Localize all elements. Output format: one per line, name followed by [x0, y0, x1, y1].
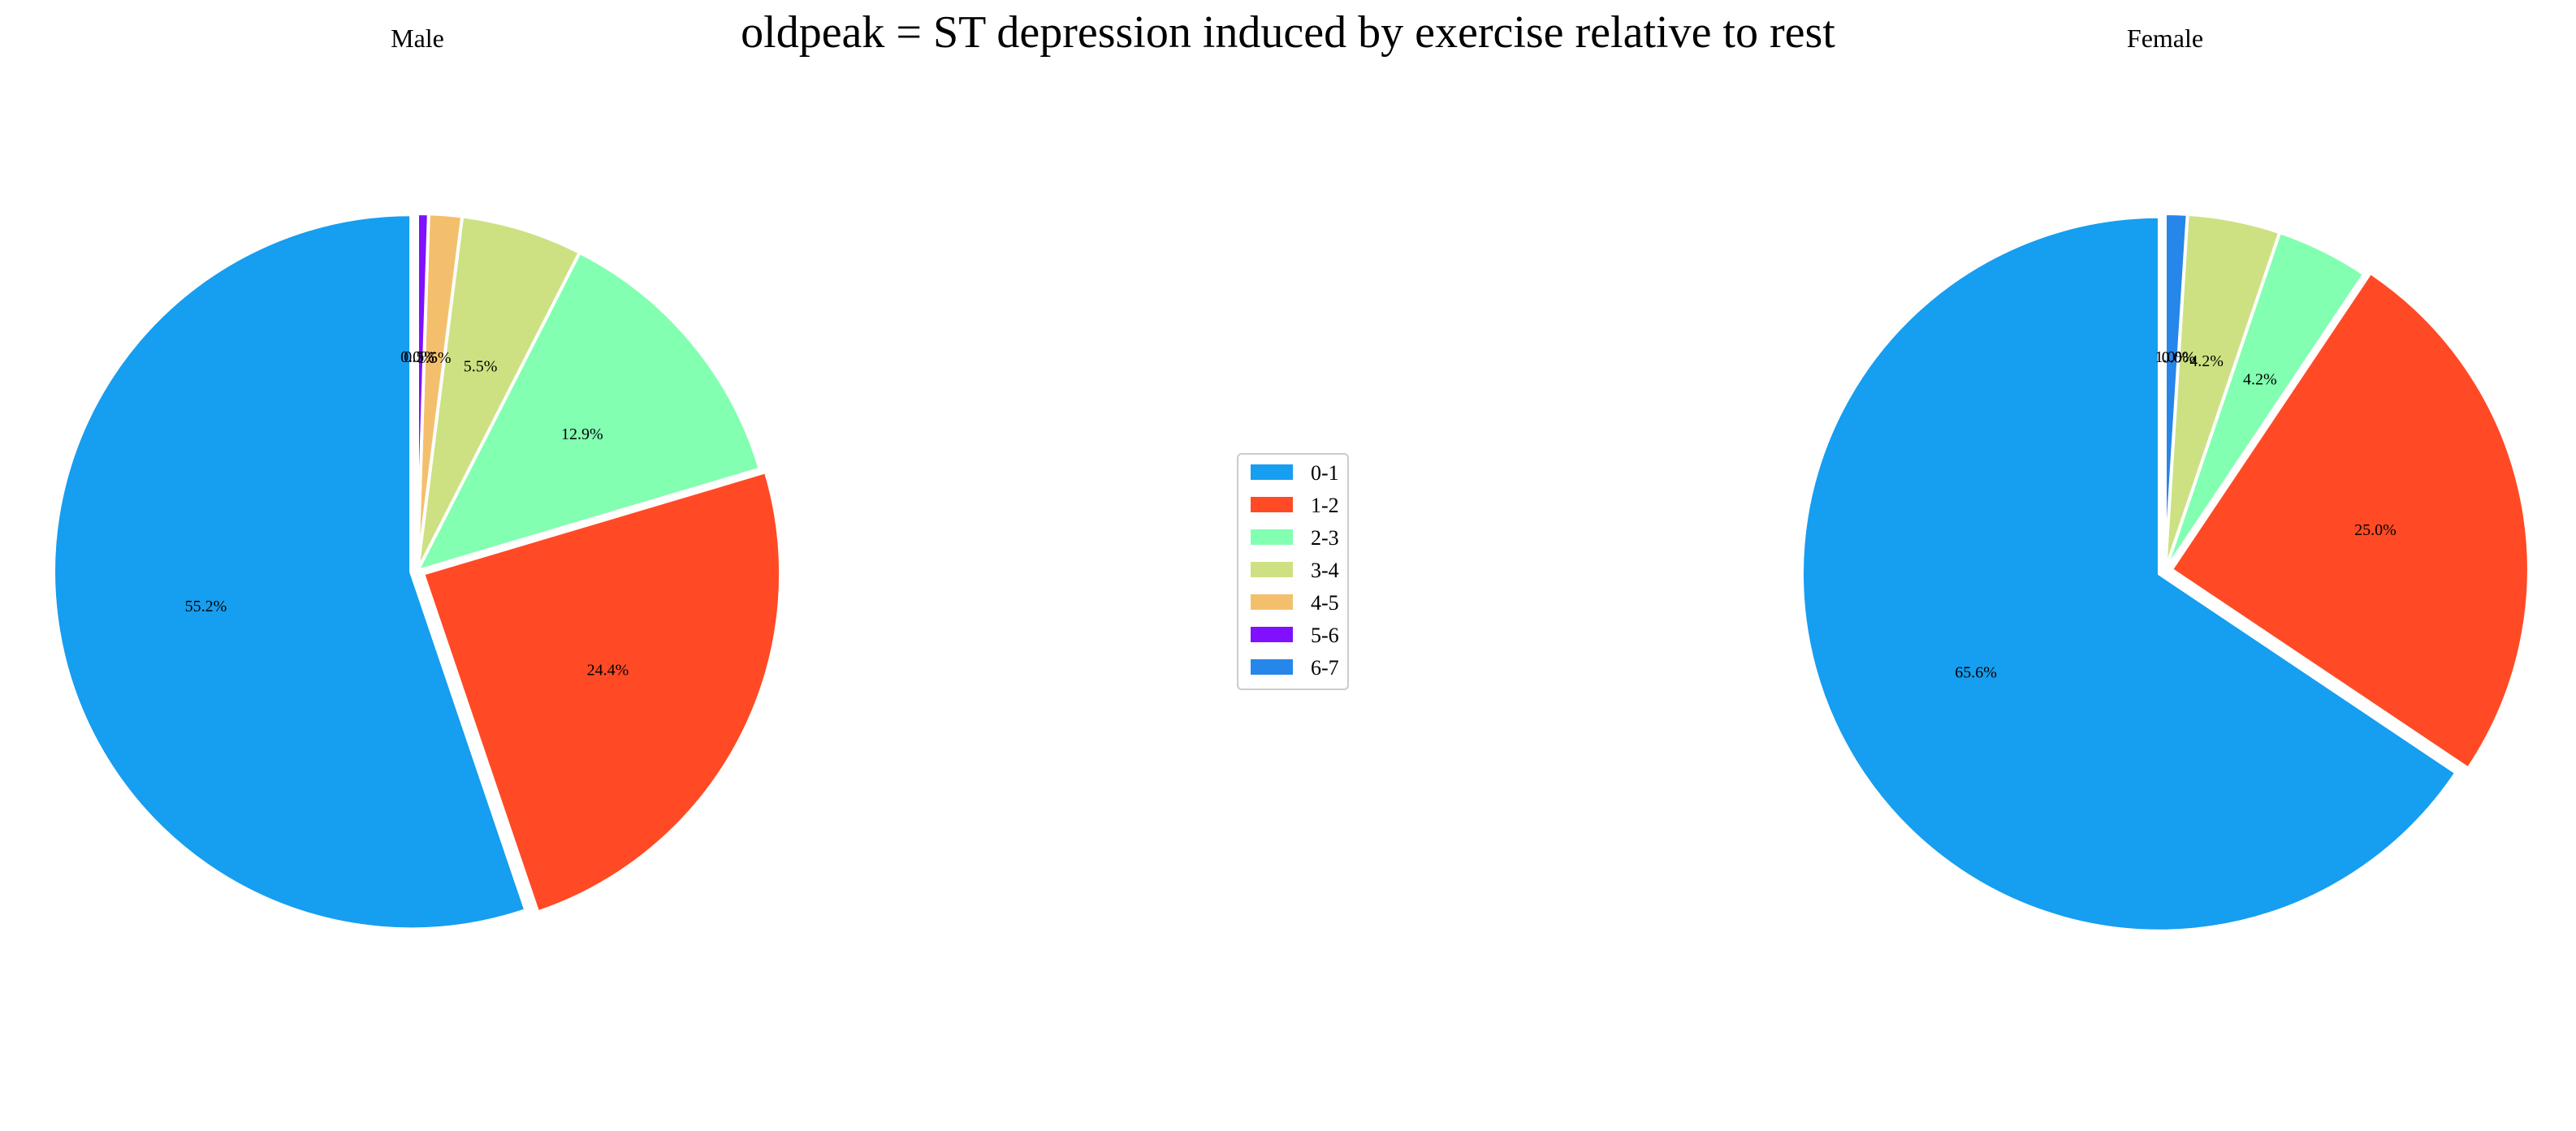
legend-entry-4-5: 4-5 — [1251, 591, 1339, 615]
pie-slice-female-6-7 — [2163, 212, 2189, 572]
pie-label-female-1-2: 25.0% — [2354, 521, 2397, 539]
legend-label-1-2: 1-2 — [1311, 494, 1339, 517]
pie-label-female-5-6: 0.0% — [2162, 349, 2196, 367]
legend-label-4-5: 4-5 — [1311, 591, 1339, 615]
legend-swatch-5-6 — [1251, 627, 1293, 642]
legend-entry-1-2: 1-2 — [1251, 494, 1339, 517]
pie-slice-male-1-2 — [421, 470, 783, 914]
pie-chart-female: Female 65.6%25.0%4.2%4.2%0.0%0.0%1.0% — [1800, 24, 2531, 933]
pie-label-male-3-4: 5.5% — [464, 358, 498, 376]
legend-label-6-7: 6-7 — [1311, 656, 1339, 680]
legend: 0-1 1-2 2-3 3-4 4-5 5-6 6-7 — [1237, 453, 1349, 690]
legend-items: 0-1 1-2 2-3 3-4 4-5 5-6 6-7 — [1251, 461, 1339, 680]
pie-label-female-0-1: 65.6% — [1955, 663, 1997, 681]
legend-swatch-0-1 — [1251, 464, 1293, 480]
legend-entry-2-3: 2-3 — [1251, 526, 1339, 550]
pie-label-female-6-7: 1.0% — [2155, 348, 2189, 366]
pie-slices-female — [1800, 212, 2531, 933]
legend-swatch-4-5 — [1251, 594, 1293, 610]
pie-label-male-1-2: 24.4% — [587, 661, 629, 679]
pie-label-male-6-7: 0.0% — [400, 348, 434, 366]
legend-label-5-6: 5-6 — [1311, 624, 1339, 647]
pie-slice-male-5-6 — [416, 212, 430, 572]
legend-label-2-3: 2-3 — [1311, 526, 1339, 550]
pie-chart-male: Male 55.2% 24.4% 12.9% 5.5% 1.5%0.5%0.0% — [52, 24, 783, 931]
legend-entry-5-6: 5-6 — [1251, 624, 1339, 647]
legend-swatch-2-3 — [1251, 529, 1293, 545]
pie-slice-female-1-2 — [2169, 270, 2531, 771]
pie-title-female: Female — [2127, 24, 2203, 53]
pie-title-male: Male — [391, 24, 444, 53]
legend-label-0-1: 0-1 — [1311, 461, 1339, 485]
pie-label-male-4-5: 1.5% — [417, 349, 452, 367]
legend-label-3-4: 3-4 — [1311, 559, 1339, 582]
pie-slice-male-0-1 — [52, 213, 528, 931]
pie-label-female-3-4: 4.2% — [2189, 352, 2224, 370]
legend-swatch-1-2 — [1251, 497, 1293, 512]
legend-entry-6-7: 6-7 — [1251, 656, 1339, 680]
legend-swatch-3-4 — [1251, 562, 1293, 577]
pie-label-male-0-1: 55.2% — [185, 598, 227, 615]
pie-label-female-2-3: 4.2% — [2243, 370, 2277, 388]
pie-slice-female-0-1 — [1800, 214, 2458, 933]
legend-swatch-6-7 — [1251, 659, 1293, 675]
pie-labels-female: 65.6%25.0%4.2%4.2%0.0%0.0%1.0% — [1955, 348, 2397, 681]
legend-entry-3-4: 3-4 — [1251, 559, 1339, 582]
pie-label-male-5-6: 0.5% — [404, 348, 438, 366]
pie-label-male-2-3: 12.9% — [561, 425, 603, 443]
figure-title: oldpeak = ST depression induced by exerc… — [741, 7, 1835, 58]
pie-label-female-4-5: 0.0% — [2162, 349, 2196, 367]
pie-slice-male-2-3 — [416, 250, 762, 572]
legend-entry-0-1: 0-1 — [1251, 461, 1339, 485]
pie-slices-male — [52, 212, 783, 931]
pie-labels-male: 55.2% 24.4% 12.9% 5.5% 1.5%0.5%0.0% — [185, 348, 629, 679]
pie-slice-male-3-4 — [416, 214, 581, 572]
